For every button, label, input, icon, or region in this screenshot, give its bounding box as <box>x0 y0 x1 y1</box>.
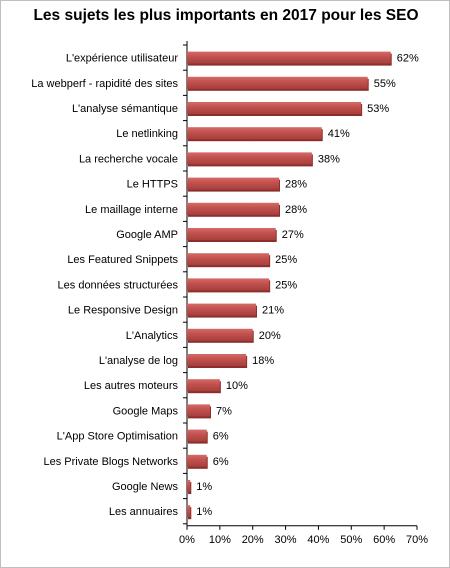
bar <box>187 480 191 492</box>
data-label: 10% <box>226 380 248 392</box>
bar <box>187 354 247 366</box>
x-tick-label: 70% <box>406 534 428 546</box>
x-tick-label: 10% <box>209 534 231 546</box>
data-label: 18% <box>252 355 274 367</box>
category-label: L'expérience utilisateur <box>66 53 179 65</box>
data-label: 27% <box>282 229 304 241</box>
data-label: 55% <box>374 78 396 90</box>
data-label: 21% <box>262 305 284 317</box>
data-label: 41% <box>328 128 350 140</box>
category-label: Les Featured Snippets <box>67 254 178 266</box>
bar <box>187 303 256 316</box>
data-label: 6% <box>213 431 229 443</box>
bar <box>187 328 253 341</box>
category-label: L'analyse de log <box>99 355 178 367</box>
category-label: Le Responsive Design <box>68 305 178 317</box>
category-label: La recherche vocale <box>79 153 178 165</box>
category-label: Google Maps <box>113 405 179 417</box>
bar <box>187 152 312 165</box>
bar <box>187 253 270 266</box>
bar <box>187 454 207 467</box>
category-label: Les autres moteurs <box>84 380 179 392</box>
x-tick-label: 30% <box>275 534 297 546</box>
category-label: Google News <box>112 481 179 493</box>
chart-title: Les sujets les plus importants en 2017 p… <box>33 7 419 24</box>
data-label: 7% <box>216 405 232 417</box>
bar <box>187 102 362 114</box>
bar <box>187 202 279 215</box>
bar <box>187 278 270 291</box>
data-label: 28% <box>285 179 307 191</box>
category-label: L'analyse sémantique <box>72 103 178 115</box>
data-label: 6% <box>213 456 229 468</box>
bar <box>187 404 210 417</box>
bar <box>187 379 220 392</box>
data-label: 53% <box>367 103 389 115</box>
category-label: Le HTTPS <box>127 179 178 191</box>
category-label: Google AMP <box>116 229 178 241</box>
data-label: 28% <box>285 204 307 216</box>
category-label: L'Analytics <box>126 330 179 342</box>
category-label: L'App Store Optimisation <box>57 431 178 443</box>
bar <box>187 177 279 190</box>
data-label: 1% <box>196 506 212 518</box>
category-label: Le maillage interne <box>85 204 178 216</box>
category-label: La webperf - rapidité des sites <box>31 78 178 90</box>
x-tick-label: 0% <box>179 534 195 546</box>
bar <box>187 505 191 518</box>
bar <box>187 127 322 140</box>
bar <box>187 51 391 64</box>
data-label: 62% <box>397 53 419 65</box>
x-tick-label: 40% <box>307 534 329 546</box>
data-label: 25% <box>275 279 297 291</box>
bar <box>187 228 276 240</box>
category-label: Les annuaires <box>109 506 179 518</box>
x-tick-label: 20% <box>242 534 264 546</box>
bar <box>187 76 368 89</box>
x-tick-label: 60% <box>373 534 395 546</box>
category-label: Le netlinking <box>116 128 178 140</box>
bar <box>187 429 207 442</box>
data-label: 20% <box>259 330 281 342</box>
category-label: Les Private Blogs Networks <box>44 456 179 468</box>
category-label: Les données structurées <box>58 279 179 291</box>
data-label: 38% <box>318 153 340 165</box>
x-tick-label: 50% <box>340 534 362 546</box>
data-label: 1% <box>196 481 212 493</box>
data-label: 25% <box>275 254 297 266</box>
